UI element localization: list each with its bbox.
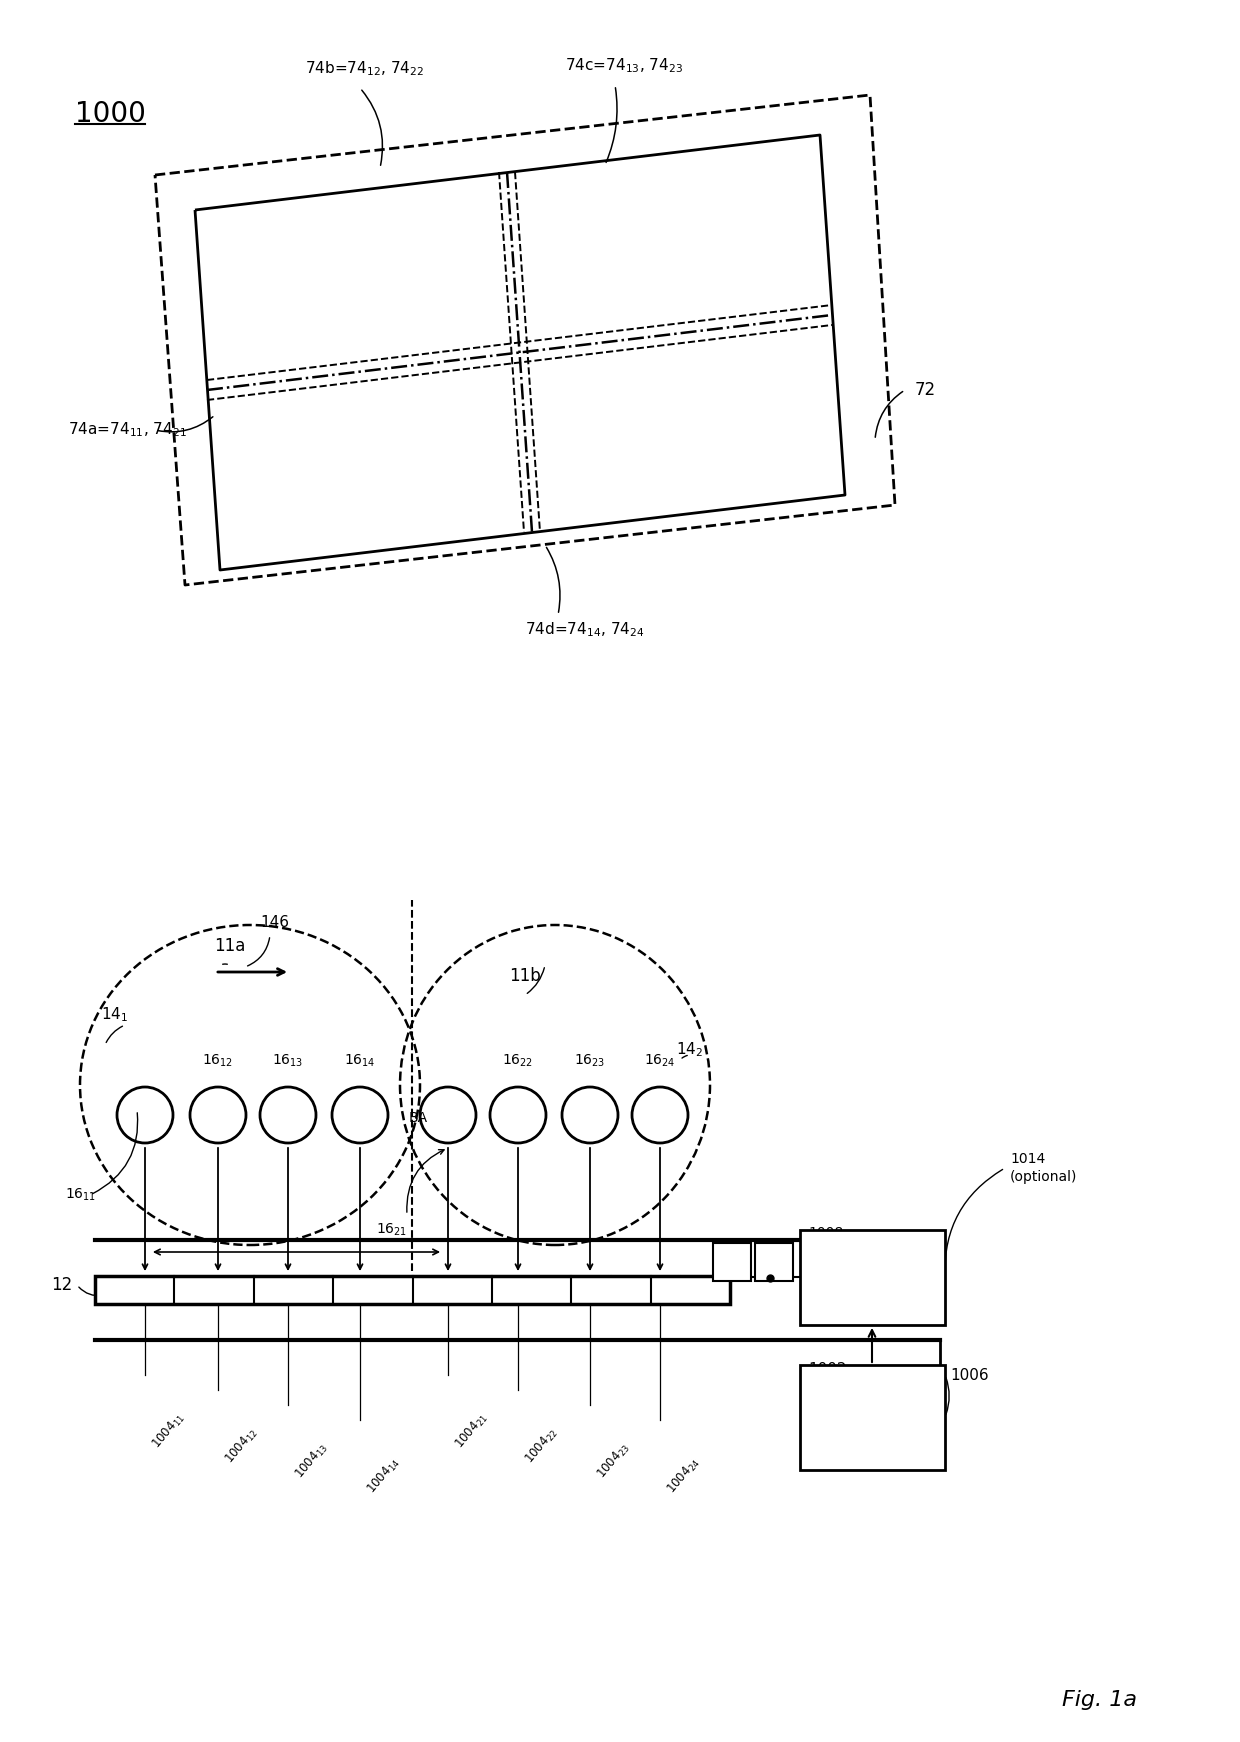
Bar: [713, 1244, 751, 1280]
Text: 1000: 1000: [74, 99, 146, 127]
Bar: [95, 1275, 730, 1305]
Text: 58$_{13}$: 58$_{13}$: [288, 1270, 317, 1301]
Text: 1006: 1006: [950, 1367, 988, 1383]
Text: 72: 72: [915, 381, 936, 399]
Text: 58$_{24}$: 58$_{24}$: [660, 1270, 689, 1301]
Text: 16$_{14}$: 16$_{14}$: [345, 1052, 376, 1070]
Text: 11a: 11a: [215, 937, 246, 955]
Text: 16$_{13}$: 16$_{13}$: [273, 1052, 304, 1070]
Text: Fig. 1a: Fig. 1a: [1063, 1690, 1137, 1711]
Text: 74a=74$_{11}$, 74$_{21}$: 74a=74$_{11}$, 74$_{21}$: [68, 420, 187, 439]
Text: 1008: 1008: [808, 1226, 843, 1240]
Text: 16$_{23}$: 16$_{23}$: [574, 1052, 605, 1070]
Text: 74d=74$_{14}$, 74$_{24}$: 74d=74$_{14}$, 74$_{24}$: [525, 620, 645, 639]
Text: 1012: 1012: [808, 1251, 843, 1265]
Text: 58$_{21}$: 58$_{21}$: [448, 1270, 477, 1301]
Text: 74c=74$_{13}$, 74$_{23}$: 74c=74$_{13}$, 74$_{23}$: [565, 56, 683, 75]
Text: 1004$_{23}$: 1004$_{23}$: [594, 1441, 632, 1482]
Text: 58$_{12}$: 58$_{12}$: [218, 1270, 248, 1301]
Bar: [755, 1244, 794, 1280]
Text: 16$_{11}$: 16$_{11}$: [64, 1186, 97, 1204]
Text: 14$_1$: 14$_1$: [102, 1005, 129, 1024]
Text: 12: 12: [51, 1275, 72, 1294]
Text: 1004$_{22}$: 1004$_{22}$: [522, 1425, 560, 1467]
Text: 16$_{21}$: 16$_{21}$: [376, 1221, 407, 1239]
Text: 58$_{23}$: 58$_{23}$: [590, 1270, 620, 1301]
Text: 58$_{22}$: 58$_{22}$: [518, 1270, 548, 1301]
Text: 1004$_{11}$: 1004$_{11}$: [149, 1409, 187, 1451]
Text: 11b: 11b: [510, 967, 541, 984]
Text: 16$_{24}$: 16$_{24}$: [645, 1052, 676, 1070]
Text: 1004$_{21}$: 1004$_{21}$: [453, 1409, 490, 1451]
Text: BA: BA: [408, 1111, 428, 1125]
Text: 14$_2$: 14$_2$: [676, 1040, 703, 1059]
Text: 1004$_{12}$: 1004$_{12}$: [222, 1425, 260, 1467]
Text: 1004$_{24}$: 1004$_{24}$: [663, 1455, 703, 1496]
Text: 16$_{12}$: 16$_{12}$: [202, 1052, 233, 1070]
Bar: [800, 1230, 945, 1326]
Text: 1004$_{14}$: 1004$_{14}$: [365, 1455, 403, 1496]
Bar: [800, 1366, 945, 1470]
Text: 146: 146: [260, 915, 289, 930]
Text: 16$_{22}$: 16$_{22}$: [502, 1052, 533, 1070]
Text: 1014
(optional): 1014 (optional): [1011, 1153, 1078, 1183]
Text: 1002: 1002: [808, 1362, 847, 1378]
Text: 1004$_{13}$: 1004$_{13}$: [291, 1441, 330, 1482]
Text: 74b=74$_{12}$, 74$_{22}$: 74b=74$_{12}$, 74$_{22}$: [305, 59, 424, 78]
Text: 58$_{14}$: 58$_{14}$: [360, 1270, 389, 1301]
Text: 58$_{11}$: 58$_{11}$: [145, 1270, 175, 1301]
